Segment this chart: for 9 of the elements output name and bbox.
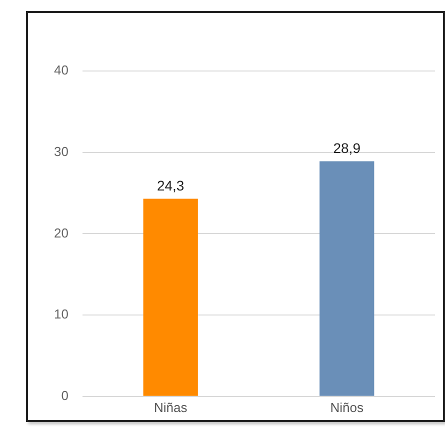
data-label: 24,3	[156, 178, 184, 194]
y-tick-label: 20	[54, 225, 68, 240]
y-tick-label: 30	[54, 144, 68, 159]
y-tick-label: 10	[54, 306, 68, 322]
x-tick-label: Niñas	[154, 400, 188, 415]
x-tick-label: Niños	[330, 400, 364, 415]
y-tick-label: 40	[54, 62, 68, 78]
data-label: 28,9	[333, 140, 361, 156]
y-tick-label: 0	[61, 388, 68, 403]
